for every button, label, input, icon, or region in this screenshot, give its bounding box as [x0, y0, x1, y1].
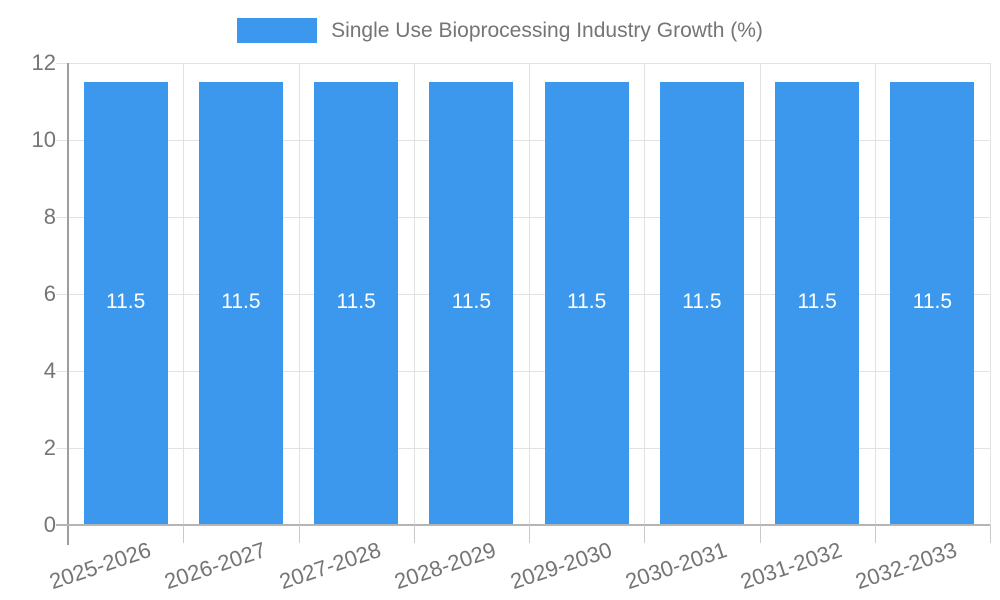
bar — [83, 82, 168, 525]
gridline-vertical — [413, 63, 415, 525]
y-axis-label: 10 — [31, 127, 56, 152]
bar — [659, 82, 744, 525]
y-axis-line — [67, 63, 69, 545]
bar — [314, 82, 399, 525]
x-tick — [644, 525, 646, 543]
legend-swatch — [237, 18, 318, 43]
legend: Single Use Bioprocessing Industry Growth… — [0, 18, 1000, 43]
x-tick — [990, 525, 991, 543]
bar-value-label: 11.5 — [912, 290, 953, 313]
gridline-vertical — [990, 63, 991, 525]
y-tick — [56, 140, 68, 141]
bar — [544, 82, 629, 525]
bar — [775, 82, 860, 525]
y-axis-label: 12 — [31, 50, 56, 75]
bar-value-label: 11.5 — [221, 290, 261, 313]
bar-value-label: 11.5 — [451, 290, 492, 313]
y-tick — [56, 371, 68, 372]
bar — [890, 82, 975, 525]
bar-value-label: 11.5 — [336, 290, 376, 313]
gridline-vertical — [298, 63, 300, 525]
y-axis-label: 2 — [43, 435, 56, 460]
y-axis-label: 4 — [43, 358, 56, 383]
gridline-vertical — [874, 63, 876, 525]
x-tick — [298, 525, 300, 543]
x-tick — [413, 525, 415, 543]
y-tick — [56, 294, 68, 295]
x-axis-line — [56, 524, 990, 526]
legend-label: Single Use Bioprocessing Industry Growth… — [331, 18, 763, 42]
bar — [198, 82, 283, 525]
y-axis-label: 0 — [43, 512, 56, 537]
bar-value-label: 11.5 — [105, 290, 146, 313]
x-tick — [759, 525, 761, 543]
gridline-vertical — [529, 63, 530, 525]
bar-value-label: 11.5 — [682, 290, 722, 313]
y-tick — [56, 217, 68, 218]
gridline-vertical — [759, 63, 761, 525]
x-tick — [529, 525, 530, 543]
x-tick — [874, 525, 876, 543]
gridline-vertical — [644, 63, 646, 525]
x-tick — [183, 525, 185, 543]
y-tick — [56, 448, 68, 449]
bar-value-label: 11.5 — [566, 290, 607, 313]
y-axis-label: 8 — [43, 204, 56, 229]
gridline-vertical — [183, 63, 185, 525]
bar — [429, 82, 514, 525]
y-axis-label: 6 — [43, 281, 56, 306]
y-tick — [56, 63, 68, 64]
bar-value-label: 11.5 — [797, 290, 837, 313]
